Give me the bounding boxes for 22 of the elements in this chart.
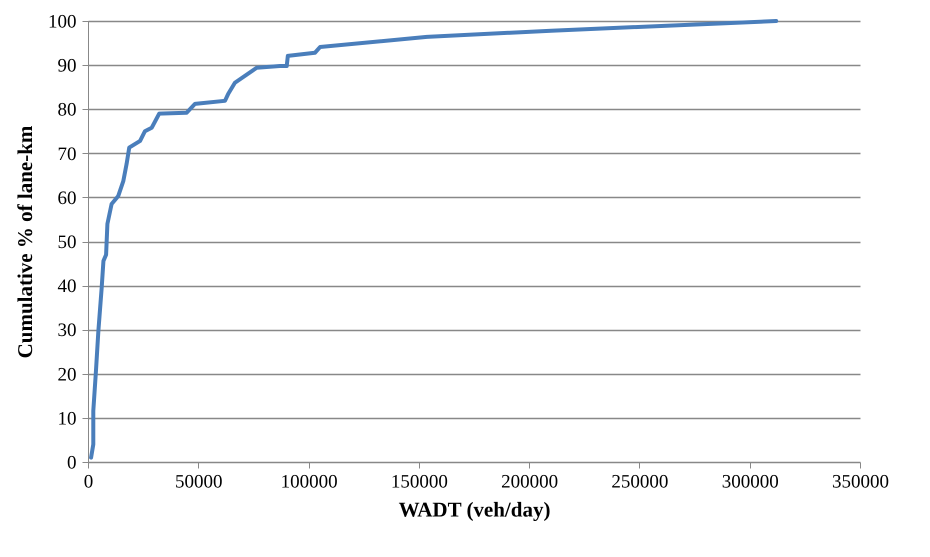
x-tick-label: 300000 — [722, 472, 779, 492]
y-tick-label: 60 — [58, 188, 76, 209]
y-tick-label: 90 — [58, 56, 76, 77]
x-tick-label: 150000 — [390, 472, 448, 492]
y-tick-label: 50 — [58, 232, 76, 253]
y-tick-label: 0 — [67, 452, 76, 474]
x-tick-label: 0 — [84, 472, 94, 492]
y-tick-label: 80 — [58, 100, 76, 121]
x-tick-label: 100000 — [280, 472, 338, 492]
x-tick-label: 350000 — [832, 472, 889, 492]
y-tick-label: 100 — [48, 12, 76, 32]
line-series — [89, 19, 778, 460]
y-axis-title: Cumulative % of lane-km — [13, 125, 37, 358]
x-tick-label: 250000 — [611, 472, 668, 492]
y-tick-label: 40 — [58, 276, 76, 298]
x-tick-label: 50000 — [175, 472, 223, 492]
y-tick-label: 30 — [58, 320, 76, 342]
x-axis-title: WADT (veh/day) — [398, 498, 550, 522]
y-tick-label: 70 — [58, 144, 76, 165]
y-tick-label: 10 — [58, 408, 76, 430]
x-tick-label: 200000 — [501, 472, 558, 492]
y-tick-label: 20 — [58, 364, 76, 386]
